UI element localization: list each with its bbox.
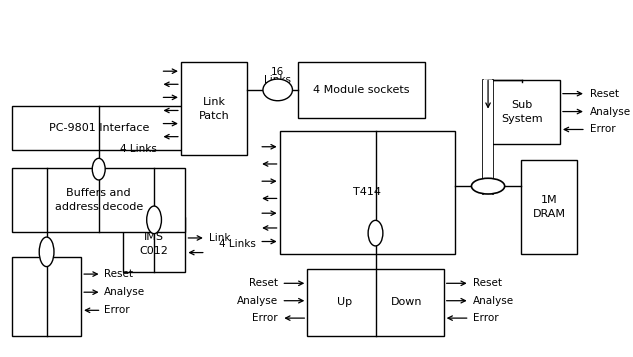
Text: Error: Error [473, 313, 499, 323]
Bar [280, 131, 455, 254]
Bar [307, 268, 444, 336]
Bar [12, 257, 81, 336]
Ellipse shape [92, 158, 105, 180]
Text: Error: Error [589, 125, 615, 135]
Text: Link: Link [208, 233, 230, 243]
Ellipse shape [39, 237, 54, 267]
Text: Up: Up [337, 297, 352, 307]
Text: 4 Module sockets: 4 Module sockets [313, 85, 410, 95]
Text: Analyse: Analyse [473, 296, 515, 306]
Text: Analyse: Analyse [104, 287, 146, 297]
Bar [298, 62, 425, 118]
Bar [12, 168, 185, 232]
Text: 1M
DRAM: 1M DRAM [532, 195, 565, 219]
Bar [484, 80, 492, 194]
Text: Sub
System: Sub System [501, 100, 543, 124]
Text: Reset: Reset [249, 278, 278, 288]
Ellipse shape [147, 206, 161, 233]
Text: 4 Links: 4 Links [218, 239, 256, 249]
Ellipse shape [472, 178, 505, 194]
Text: Link
Patch: Link Patch [199, 97, 229, 121]
Ellipse shape [368, 220, 383, 246]
Text: 4 Links: 4 Links [120, 144, 157, 154]
Text: Reset: Reset [473, 278, 503, 288]
Ellipse shape [263, 79, 292, 101]
Text: Links: Links [264, 75, 291, 85]
Text: T414: T414 [353, 187, 381, 197]
Text: PC-9801 Interface: PC-9801 Interface [49, 123, 149, 133]
Text: Error: Error [252, 313, 278, 323]
Text: Analyse: Analyse [589, 106, 630, 116]
Text: IMS
C012: IMS C012 [140, 232, 168, 256]
Text: Reset: Reset [104, 269, 134, 279]
Bar [521, 160, 577, 254]
Bar [12, 106, 185, 150]
Text: Buffers and
address decode: Buffers and address decode [54, 188, 143, 212]
Bar [123, 217, 185, 272]
Text: Reset: Reset [589, 89, 618, 99]
Text: Down: Down [391, 297, 423, 307]
Bar [484, 80, 560, 144]
Bar [181, 62, 248, 155]
Text: Error: Error [104, 305, 130, 315]
Text: 16: 16 [271, 67, 284, 77]
Text: Analyse: Analyse [237, 296, 278, 306]
